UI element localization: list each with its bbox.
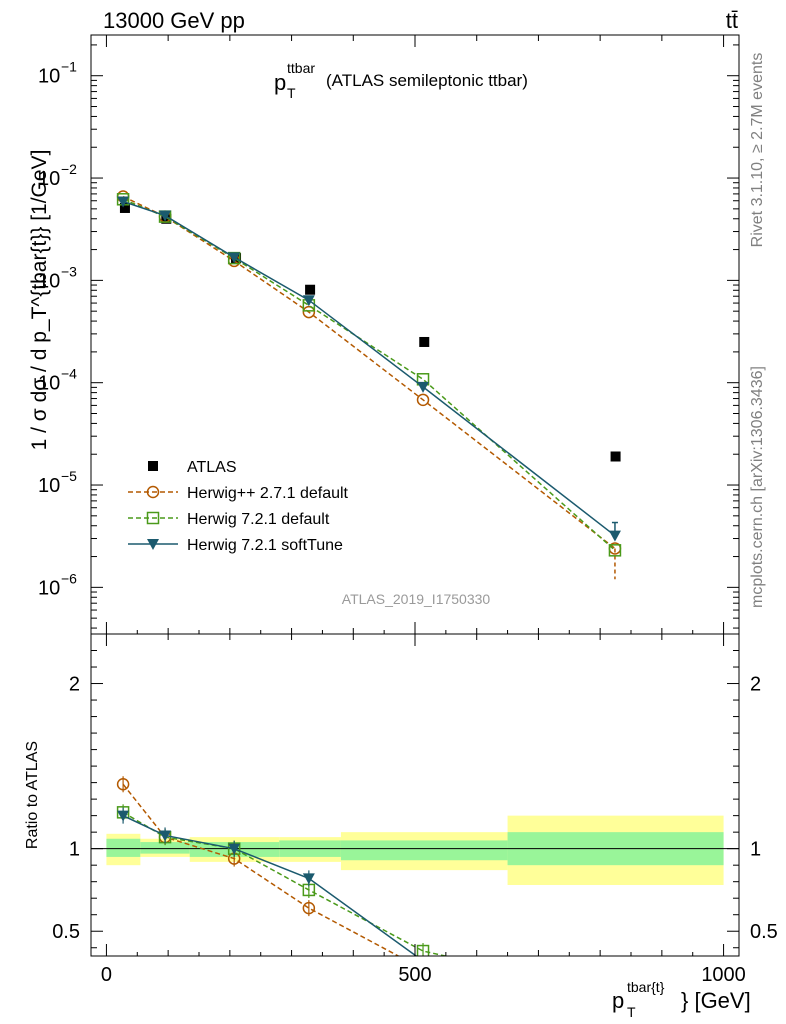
xtick-label: 500: [398, 964, 431, 986]
legend-label: Herwig 7.2.1 softTune: [187, 537, 343, 554]
xlabel-sub: T: [627, 1004, 636, 1020]
legend-marker: [146, 485, 160, 499]
band-inner-0: [106, 838, 141, 857]
main-point: [302, 305, 316, 319]
ratio-ytick-label: 1: [69, 839, 80, 861]
ratio-ytick-label: 0.5: [52, 921, 80, 943]
xlabel-sup: tbar{t}: [627, 979, 665, 995]
ratio-line-0: [122, 783, 400, 956]
band-inner-4: [340, 840, 508, 861]
mcplots-label: mcplots.cern.ch [arXiv:1306.3436]: [749, 366, 766, 608]
ratio-line-2: [122, 814, 418, 956]
main-series-0: [119, 202, 621, 462]
band-inner-1: [140, 842, 190, 854]
main-ytick-exp: −4: [61, 366, 77, 382]
analysis-watermark: ATLAS_2019_I1750330: [342, 591, 491, 607]
main-ytick-label: 10: [38, 475, 60, 497]
legend-label: Herwig++ 2.7.1 default: [187, 485, 349, 502]
xtick-label: 1000: [701, 964, 746, 986]
main-point: [159, 210, 172, 222]
ratio-point: [302, 901, 316, 915]
legend-marker: [146, 511, 160, 525]
legend-label: ATLAS: [187, 459, 237, 476]
legend-label: Herwig 7.2.1 default: [187, 511, 330, 528]
main-point: [302, 295, 315, 307]
legend-entry-2: Herwig 7.2.1 default: [128, 511, 330, 528]
title-p: p: [274, 70, 286, 95]
main-ytick-label: 10: [38, 270, 60, 292]
main-ytick-label: 10: [38, 66, 60, 88]
main-series-group: [116, 190, 622, 580]
ratio-ytick-label: 2: [69, 674, 80, 696]
xtick-label: 0: [101, 964, 112, 986]
main-ytick-label: 10: [38, 168, 60, 190]
main-ytick-exp: −5: [61, 468, 77, 484]
legend-marker: [147, 539, 159, 550]
ratio-point: [416, 944, 430, 956]
main-series-3: [117, 196, 621, 542]
main-point: [119, 202, 130, 213]
x-axis-label: p tbar{t} T } [GeV]: [612, 979, 751, 1020]
main-point: [419, 336, 430, 347]
main-point: [228, 252, 241, 264]
ratio-point: [116, 778, 130, 791]
main-point: [608, 544, 622, 557]
ratio-point: [228, 843, 241, 855]
legend: ATLAS Herwig++ 2.7.1 default Herwig 7.2.1 …: [128, 459, 349, 554]
main-point: [305, 284, 316, 295]
ratio-series-2: [117, 807, 418, 956]
ratio-frame: [90, 633, 740, 957]
ratio-ytick-label-right: 2: [750, 674, 761, 696]
main-ytick-exp: −2: [61, 161, 77, 177]
ratio-uncertainty-bands: [106, 815, 724, 885]
xlabel-suffix: } [GeV]: [681, 988, 751, 1013]
ratio-ytick-label-right: 0.5: [750, 921, 778, 943]
title-sub: T: [287, 85, 296, 101]
xlabel-p: p: [612, 988, 624, 1013]
main-point: [608, 530, 621, 542]
ratio-point: [302, 873, 315, 885]
main-point: [610, 451, 621, 462]
main-ytick-label: 10: [38, 373, 60, 395]
ratio-point: [159, 830, 172, 842]
legend-entry-3: Herwig 7.2.1 softTune: [128, 537, 343, 554]
main-ytick-label: 10: [38, 577, 60, 599]
main-point: [416, 393, 430, 407]
plot-title: p ttbar T (ATLAS semileptonic ttbar): [274, 60, 528, 101]
process-label: tt̄: [726, 8, 738, 33]
beam-label: 13000 GeV pp: [103, 8, 245, 33]
ratio-ylabel: Ratio to ATLAS: [24, 741, 41, 849]
ratio-ytick-label-right: 1: [750, 839, 761, 861]
title-suffix: (ATLAS semileptonic ttbar): [326, 71, 528, 90]
ratio-point: [117, 810, 130, 822]
main-ytick-exp: −6: [61, 570, 77, 586]
main-ytick-exp: −3: [61, 263, 77, 279]
main-ytick-exp: −1: [61, 59, 77, 75]
legend-marker: [148, 461, 158, 471]
main-ylabel: 1 / σ dσ / d p_T^{tbar{t}} [1/GeV]: [28, 150, 51, 451]
legend-entry-1: Herwig++ 2.7.1 default: [128, 485, 349, 502]
main-line-1: [122, 195, 616, 550]
title-sup: ttbar: [287, 60, 315, 76]
main-point: [417, 381, 430, 393]
main-line-3: [122, 200, 616, 537]
legend-entry-0: ATLAS: [148, 459, 237, 476]
rivet-label: Rivet 3.1.10, ≥ 2.7M events: [749, 53, 766, 248]
main-point: [117, 196, 130, 208]
ratio-series-group: [116, 776, 449, 956]
main-line-2: [122, 198, 616, 551]
